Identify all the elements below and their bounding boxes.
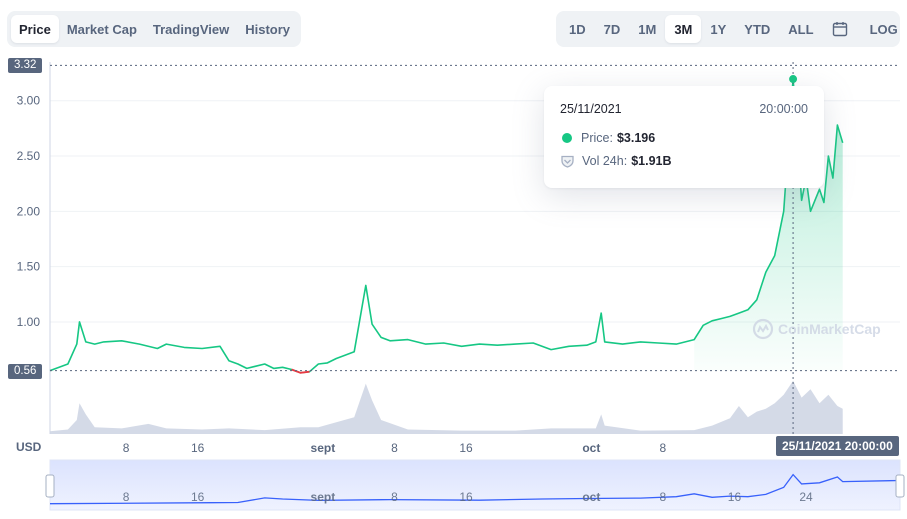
navigator-line: [49, 473, 901, 505]
navigator-tick-label: 8: [123, 490, 130, 504]
currency-label: USD: [16, 440, 42, 454]
range-7d-button[interactable]: 7D: [603, 21, 621, 37]
range-ytd-button[interactable]: YTD: [744, 21, 771, 37]
x-tick-label: 8: [391, 441, 398, 455]
watermark: CoinMarketCap: [752, 318, 881, 340]
tab-market-cap[interactable]: Market Cap: [66, 21, 137, 37]
x-tick-label: 8: [660, 441, 667, 455]
navigator-window[interactable]: [49, 459, 901, 511]
tooltip-time: 20:00:00: [759, 102, 808, 116]
tab-price[interactable]: Price: [11, 15, 59, 43]
x-tick-label: 8: [123, 441, 130, 455]
range-1m-button[interactable]: 1M: [638, 21, 657, 37]
price-line: [49, 78, 844, 374]
tooltip-volume-value: $1.91B: [631, 154, 672, 168]
range-1y-button[interactable]: 1Y: [710, 21, 727, 37]
range-3m-button[interactable]: 3M: [665, 15, 702, 43]
price-line-down-segment: [291, 368, 310, 374]
y-tick-label: 2.50: [17, 149, 41, 163]
tooltip-volume-label: Vol 24h:: [582, 154, 628, 168]
volume-shield-icon: [561, 155, 574, 168]
navigator-tick-label: oct: [582, 490, 600, 504]
range-all-button[interactable]: ALL: [788, 21, 814, 37]
y-tick-label: 1.00: [17, 315, 41, 329]
y-tick-label: 2.00: [17, 204, 41, 218]
tab-tradingview[interactable]: TradingView: [152, 21, 230, 37]
navigator-tick-label: 8: [391, 490, 398, 504]
hover-point: [789, 75, 798, 84]
tab-history[interactable]: History: [245, 21, 291, 37]
coinmarketcap-logo-icon: [752, 318, 774, 340]
tooltip-date: 25/11/2021: [560, 102, 622, 116]
range-tabs: 1D 7D 1M 3M 1Y YTD ALL LOG: [556, 11, 900, 47]
price-tooltip: 25/11/2021 20:00:00 Price: $3.196 Vol 24…: [544, 86, 824, 188]
y-tick-label: 1.50: [17, 260, 41, 274]
crosshair-date-tag: 25/11/2021 20:00:00: [776, 436, 899, 456]
tooltip-price-value: $3.196: [616, 131, 656, 145]
min-price-tag: 0.56: [8, 364, 43, 379]
watermark-text: CoinMarketCap: [778, 321, 881, 337]
chart-type-tabs: Price Market Cap TradingView History: [7, 11, 301, 47]
navigator-tick-label: sept: [311, 490, 336, 504]
price-dot-icon: [562, 133, 572, 143]
x-tick-label: oct: [582, 441, 600, 455]
range-1d-button[interactable]: 1D: [569, 21, 586, 37]
x-tick-label: 16: [459, 441, 473, 455]
volume-area: [50, 380, 843, 434]
calendar-button[interactable]: [823, 15, 857, 43]
price-area-fill: [694, 79, 843, 371]
x-tick-label: sept: [311, 441, 336, 455]
navigator-tick-label: 24: [799, 490, 813, 504]
navigator-tick-label: 16: [459, 490, 473, 504]
navigator-tick-label: 16: [191, 490, 205, 504]
x-tick-label: 16: [191, 441, 205, 455]
max-price-tag: 3.32: [8, 58, 43, 73]
y-tick-label: 3.00: [17, 94, 41, 108]
navigator-tick-label: 8: [660, 490, 667, 504]
tooltip-price-label: Price:: [581, 131, 613, 145]
log-scale-button[interactable]: LOG: [869, 21, 898, 37]
navigator-tick-label: 16: [728, 490, 742, 504]
navigator-left-handle[interactable]: [45, 474, 55, 498]
calendar-icon: [832, 22, 847, 37]
navigator-right-handle[interactable]: [895, 474, 905, 498]
